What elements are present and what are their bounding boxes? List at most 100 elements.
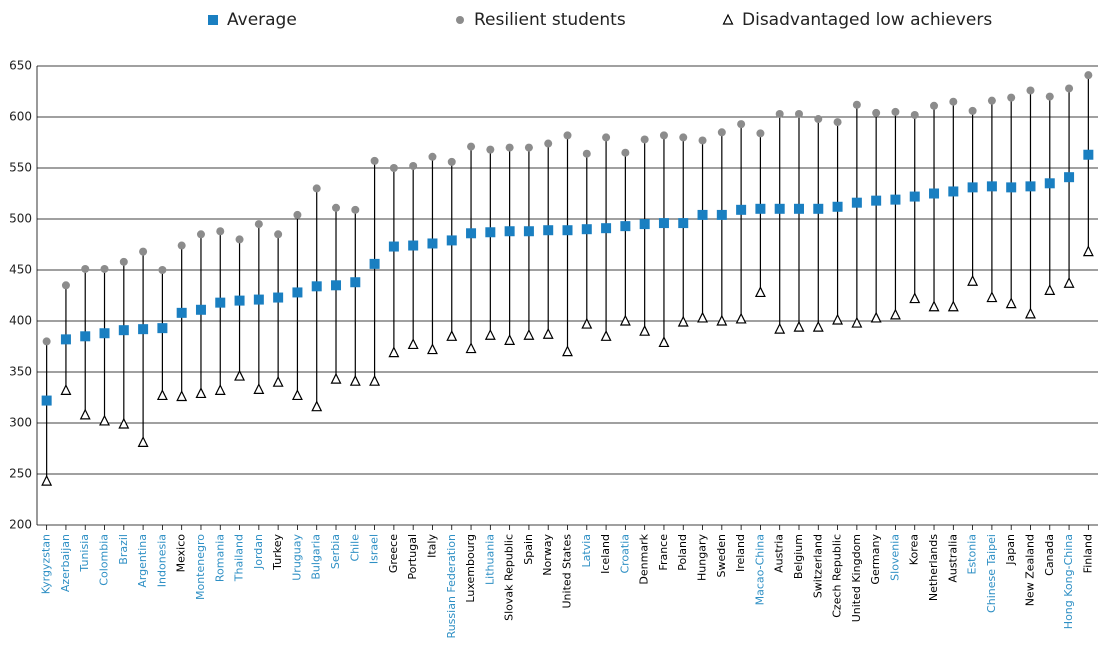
point-triangle [1005,297,1017,309]
y-tick-label: 200 [9,518,32,532]
point-circle [524,143,533,152]
point-circle [409,161,418,170]
point-triangle [446,329,458,341]
x-tick-label: Uruguay [290,534,303,581]
point-circle [81,264,90,273]
point-square [658,218,669,229]
x-tick-label: Belgium [792,534,805,579]
x-tick-label: Norway [541,534,554,576]
x-tick-label: Chinese Taipei [985,534,998,613]
point-square [620,221,631,232]
x-tick-label: Japan [1004,534,1017,566]
x-tick-label: Slovenia [888,534,901,581]
point-circle [756,129,765,138]
point-triangle [967,274,979,286]
point-circle [968,106,977,115]
x-tick-label: Brazil [117,534,130,565]
y-tick-label: 550 [9,161,32,175]
x-tick-label: Estonia [966,534,979,575]
x-tick-label: Chile [348,534,361,562]
point-circle [235,235,244,244]
point-circle [61,281,70,290]
point-triangle [407,338,419,350]
legend-label: Average [227,10,297,30]
y-tick-label: 250 [9,467,32,481]
point-triangle [774,322,786,334]
point-square [427,238,438,249]
point-square [813,203,824,214]
point-triangle [1082,245,1094,257]
point-circle [100,264,109,273]
point-square [292,287,303,298]
point-triangle [658,336,670,348]
point-circle [1045,92,1054,101]
point-triangle [156,389,168,401]
point-square [466,228,477,239]
point-triangle [195,387,207,399]
point-square [157,323,168,334]
point-circle [312,184,321,193]
point-square [601,223,612,234]
point-circle [389,164,398,172]
x-tick-label: Canada [1043,534,1056,576]
point-circle [254,220,263,229]
point-square [1025,181,1036,192]
point-circle [833,118,842,127]
point-square [793,203,804,214]
point-square [890,194,901,205]
point-circle [987,96,996,105]
point-circle [1007,93,1016,102]
point-circle [737,120,746,129]
point-triangle [234,369,246,381]
point-circle [139,247,148,256]
point-circle [640,135,649,144]
point-triangle [484,328,496,340]
point-triangle [812,320,824,332]
point-circle [351,205,360,214]
x-tick-label: Croatia [618,534,631,574]
point-triangle [426,343,438,355]
point-triangle [523,328,535,340]
point-square [678,218,689,229]
point-circle [602,133,611,142]
point-square [543,225,554,236]
x-tick-label: Germany [869,534,882,585]
point-triangle [793,320,805,332]
x-tick-label: Bulgaria [310,534,323,580]
point-triangle [214,384,226,395]
point-triangle [79,408,91,420]
point-circle [216,227,225,236]
point-triangle [677,315,689,327]
y-tick-label: 650 [9,59,32,73]
point-square [986,181,997,192]
point-circle [293,210,302,219]
point-circle [1026,86,1035,95]
x-tick-label: Thailand [233,534,246,582]
point-circle [1084,71,1093,80]
point-triangle [60,384,72,395]
point-triangle [542,327,554,339]
x-tick-label: Korea [908,534,921,565]
point-square [369,258,380,269]
point-square [581,224,592,235]
point-triangle [697,311,709,323]
x-tick-label: Luxembourg [464,534,477,603]
point-square [871,195,882,206]
legend-marker [722,13,734,25]
x-tick-label: Argentina [136,534,149,588]
y-tick-label: 500 [9,212,32,226]
point-circle [679,133,688,142]
point-circle [1065,84,1074,93]
point-square [948,186,959,197]
point-circle [370,156,379,165]
x-tick-label: Azerbaijan [59,534,72,592]
point-square [138,324,149,335]
x-tick-label: Portugal [406,534,419,580]
point-triangle [639,324,651,336]
point-circle [158,266,167,274]
point-square [909,191,920,202]
point-circle [505,143,514,152]
point-square [195,304,206,315]
legend-marker [208,15,218,25]
